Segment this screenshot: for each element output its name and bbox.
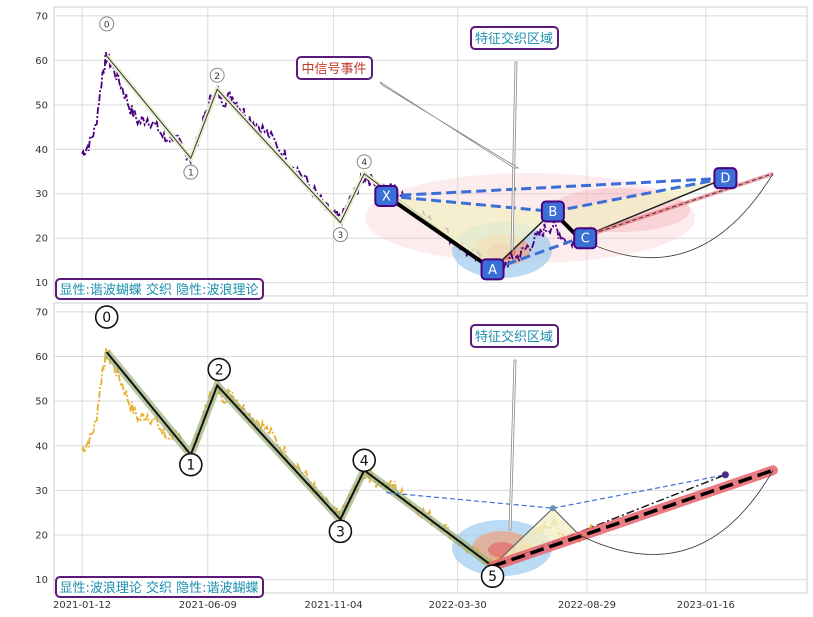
bottom-y-ticks: 10 20 30 40 50 60 70 — [35, 307, 48, 586]
svg-text:显性:谐波蝴蝶 交织 隐性:波浪理论: 显性:谐波蝴蝶 交织 隐性:波浪理论 — [59, 282, 258, 298]
top-wave-marker-3 — [332, 227, 348, 243]
bottom-harmonic-xb — [386, 492, 553, 509]
bottom-price-series — [81, 348, 594, 572]
signal-event-label: 中信号事件 — [296, 56, 373, 80]
bottom-projection-arc — [579, 470, 774, 555]
top-wave-marker-4 — [356, 154, 372, 170]
top-wave-label-2: 2 — [214, 72, 220, 82]
svg-text:中信号事件: 中信号事件 — [301, 62, 366, 77]
harmonic-marker-B — [540, 200, 565, 223]
y-tick-label: 40 — [35, 441, 48, 452]
top-wave-label-3: 3 — [338, 231, 344, 241]
bottom-harmonic-b-dot — [549, 505, 556, 512]
top-point-markers: 0 1 2 3 4 X A B C D — [99, 16, 738, 281]
top-wave-marker-1 — [183, 164, 199, 180]
top-wave-marker-2 — [209, 67, 225, 83]
bottom-wave-marker-3 — [328, 519, 353, 544]
top-harmonic-lines — [385, 171, 774, 271]
bottom-price-line — [81, 348, 594, 572]
leg-xa — [385, 194, 494, 271]
y-tick-label: 10 — [35, 575, 48, 586]
x-tick-label: 2021-11-04 — [305, 600, 363, 611]
x-tick-label: 2021-01-12 — [53, 600, 111, 611]
y-tick-label: 60 — [35, 352, 48, 363]
top-wave-marker-0 — [99, 16, 115, 32]
harmonic-label-C: C — [581, 232, 590, 247]
bottom-wave-label-0: 0 — [102, 310, 111, 326]
bottom-harmonic-ad — [492, 474, 726, 567]
bottom-wave-marker-1 — [179, 452, 203, 477]
bottom-harmonic-bd — [552, 474, 726, 509]
top-y-ticks: 10 20 30 40 50 60 70 — [35, 11, 48, 289]
x-tick-label: 2021-06-09 — [179, 600, 237, 611]
x-tick-label: 2022-08-29 — [558, 600, 616, 611]
y-tick-label: 40 — [35, 145, 48, 156]
bottom-wave-marker-0 — [94, 305, 119, 329]
bottom-wave-marker-2 — [207, 357, 231, 382]
bottom-zone-label: 特征交织区域 — [470, 324, 559, 348]
top-wave-label-4: 4 — [361, 158, 367, 168]
y-tick-label: 70 — [35, 307, 48, 318]
y-tick-label: 50 — [35, 100, 48, 111]
y-tick-label: 20 — [35, 234, 48, 245]
harmonic-dashed-0 — [386, 194, 554, 214]
bottom-wave-line — [105, 351, 494, 568]
y-tick-label: 30 — [35, 189, 48, 200]
top-zone-arrow — [510, 61, 518, 251]
harmonic-label-B: B — [548, 205, 557, 220]
harmonic-dashed-3 — [492, 236, 580, 271]
x-tick-label: 2022-03-30 — [429, 600, 487, 611]
top-plot-area — [53, 6, 808, 297]
bottom-harmonic-d-dot — [721, 471, 729, 479]
bottom-wave-label-3: 3 — [336, 524, 345, 540]
harmonic-dashed-1 — [386, 176, 726, 198]
harmonic-label-D: D — [720, 172, 730, 187]
x-tick-label: 2023-01-16 — [677, 600, 735, 611]
bottom-wave-label-2: 2 — [215, 363, 224, 379]
bottom-zone-arrow — [508, 359, 517, 531]
bottom-point-markers: 0 1 2 3 4 5 — [94, 305, 505, 589]
svg-text:显性:波浪理论 交织 隐性:谐波蝴蝶: 显性:波浪理论 交织 隐性:谐波蝴蝶 — [59, 580, 258, 596]
bottom-wave-marker-5 — [480, 564, 505, 589]
top-zone-label: 特征交织区域 — [470, 26, 559, 50]
bottom-wave-marker-4 — [352, 448, 377, 473]
top-projection-arc — [579, 173, 774, 259]
harmonic-label-A: A — [488, 263, 497, 278]
bottom-plot-area — [53, 302, 808, 594]
y-tick-label: 60 — [35, 56, 48, 67]
top-harmonic-triangle-bcd — [552, 178, 726, 239]
harmonic-marker-D — [713, 167, 738, 190]
top-projection-line — [579, 173, 774, 239]
svg-text:特征交织区域: 特征交织区域 — [475, 31, 553, 47]
y-tick-label: 30 — [35, 486, 48, 497]
bottom-wave-lines — [103, 349, 495, 570]
top-caption: 显性:谐波蝴蝶 交织 隐性:波浪理论 — [55, 278, 264, 300]
harmonic-marker-X — [374, 184, 399, 207]
y-tick-label: 10 — [35, 278, 48, 289]
bottom-harmonic-triangle — [492, 508, 580, 567]
bottom-harmonic-lines — [386, 465, 779, 572]
harmonic-marker-C — [573, 227, 598, 250]
top-wave-label-0: 0 — [104, 20, 110, 30]
bottom-wave-label-4: 4 — [360, 453, 369, 469]
top-wave-label-1: 1 — [188, 169, 194, 179]
y-tick-label: 50 — [35, 397, 48, 408]
bottom-projection-line — [491, 468, 774, 568]
signal-arrow — [379, 81, 520, 169]
bottom-caption: 显性:波浪理论 交织 隐性:谐波蝴蝶 — [55, 576, 264, 598]
bottom-wave-label-5: 5 — [488, 569, 497, 585]
x-ticks: 2021-01-12 2021-06-09 2021-11-04 2022-03-30… — [53, 600, 735, 611]
harmonic-label-X: X — [382, 189, 391, 204]
harmonic-marker-A — [480, 258, 505, 281]
y-tick-label: 70 — [35, 11, 48, 22]
svg-text:特征交织区域: 特征交织区域 — [475, 329, 553, 345]
bottom-wave-label-1: 1 — [186, 458, 195, 474]
y-tick-label: 20 — [35, 531, 48, 542]
